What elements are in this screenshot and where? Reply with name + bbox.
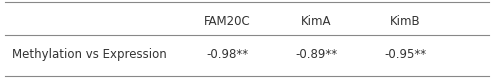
Text: KimA: KimA — [301, 15, 331, 28]
Text: FAM20C: FAM20C — [204, 15, 250, 28]
Text: -0.98**: -0.98** — [206, 48, 248, 61]
Text: KimB: KimB — [390, 15, 420, 28]
Text: -0.95**: -0.95** — [384, 48, 426, 61]
Text: -0.89**: -0.89** — [295, 48, 337, 61]
Text: Methylation vs Expression: Methylation vs Expression — [11, 48, 166, 61]
